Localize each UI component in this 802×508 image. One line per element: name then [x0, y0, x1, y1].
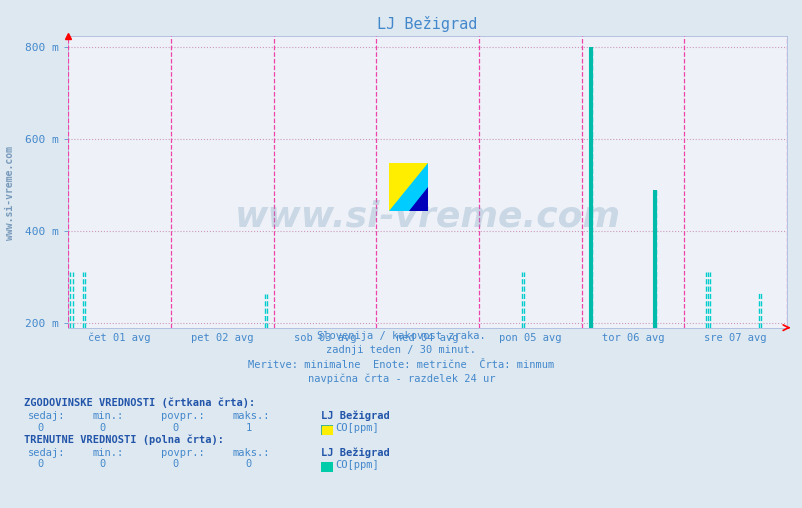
- Polygon shape: [389, 163, 427, 211]
- Text: 0: 0: [99, 423, 106, 433]
- Text: maks.:: maks.:: [233, 411, 270, 421]
- Text: sedaj:: sedaj:: [28, 411, 66, 421]
- Polygon shape: [408, 187, 427, 211]
- Text: 0: 0: [172, 423, 178, 433]
- Text: 0: 0: [172, 459, 178, 469]
- Text: ZGODOVINSKE VREDNOSTI (črtkana črta):: ZGODOVINSKE VREDNOSTI (črtkana črta):: [24, 398, 255, 408]
- Text: TRENUTNE VREDNOSTI (polna črta):: TRENUTNE VREDNOSTI (polna črta):: [24, 434, 224, 445]
- Text: Slovenija / kakovost zraka.: Slovenija / kakovost zraka.: [317, 331, 485, 341]
- Text: povpr.:: povpr.:: [160, 448, 204, 458]
- Text: maks.:: maks.:: [233, 448, 270, 458]
- Text: 0: 0: [245, 459, 252, 469]
- Text: zadnji teden / 30 minut.: zadnji teden / 30 minut.: [326, 345, 476, 356]
- Text: CO[ppm]: CO[ppm]: [335, 423, 379, 433]
- Title: LJ Bežigrad: LJ Bežigrad: [377, 16, 477, 31]
- Text: Meritve: minimalne  Enote: metrične  Črta: minmum: Meritve: minimalne Enote: metrične Črta:…: [248, 360, 554, 370]
- Text: 0: 0: [37, 423, 43, 433]
- Text: CO[ppm]: CO[ppm]: [335, 460, 379, 470]
- Text: 1: 1: [245, 423, 252, 433]
- Text: 0: 0: [37, 459, 43, 469]
- Text: LJ Bežigrad: LJ Bežigrad: [321, 410, 390, 421]
- Text: 0: 0: [99, 459, 106, 469]
- Text: LJ Bežigrad: LJ Bežigrad: [321, 447, 390, 458]
- Polygon shape: [389, 163, 427, 211]
- Text: navpična črta - razdelek 24 ur: navpična črta - razdelek 24 ur: [307, 374, 495, 385]
- Text: sedaj:: sedaj:: [28, 448, 66, 458]
- Text: www.si-vreme.com: www.si-vreme.com: [6, 146, 15, 240]
- Bar: [322, 426, 332, 434]
- Text: min.:: min.:: [92, 411, 124, 421]
- Text: min.:: min.:: [92, 448, 124, 458]
- Text: www.si-vreme.com: www.si-vreme.com: [234, 200, 620, 234]
- Text: povpr.:: povpr.:: [160, 411, 204, 421]
